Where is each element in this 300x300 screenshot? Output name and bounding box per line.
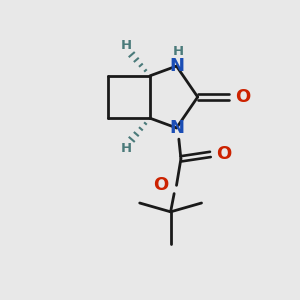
Text: H: H: [120, 142, 131, 155]
Text: H: H: [120, 39, 131, 52]
Text: N: N: [169, 119, 184, 137]
Text: O: O: [235, 88, 250, 106]
Text: O: O: [216, 146, 232, 164]
Text: N: N: [169, 57, 184, 75]
Text: O: O: [153, 176, 168, 194]
Text: H: H: [172, 45, 184, 58]
